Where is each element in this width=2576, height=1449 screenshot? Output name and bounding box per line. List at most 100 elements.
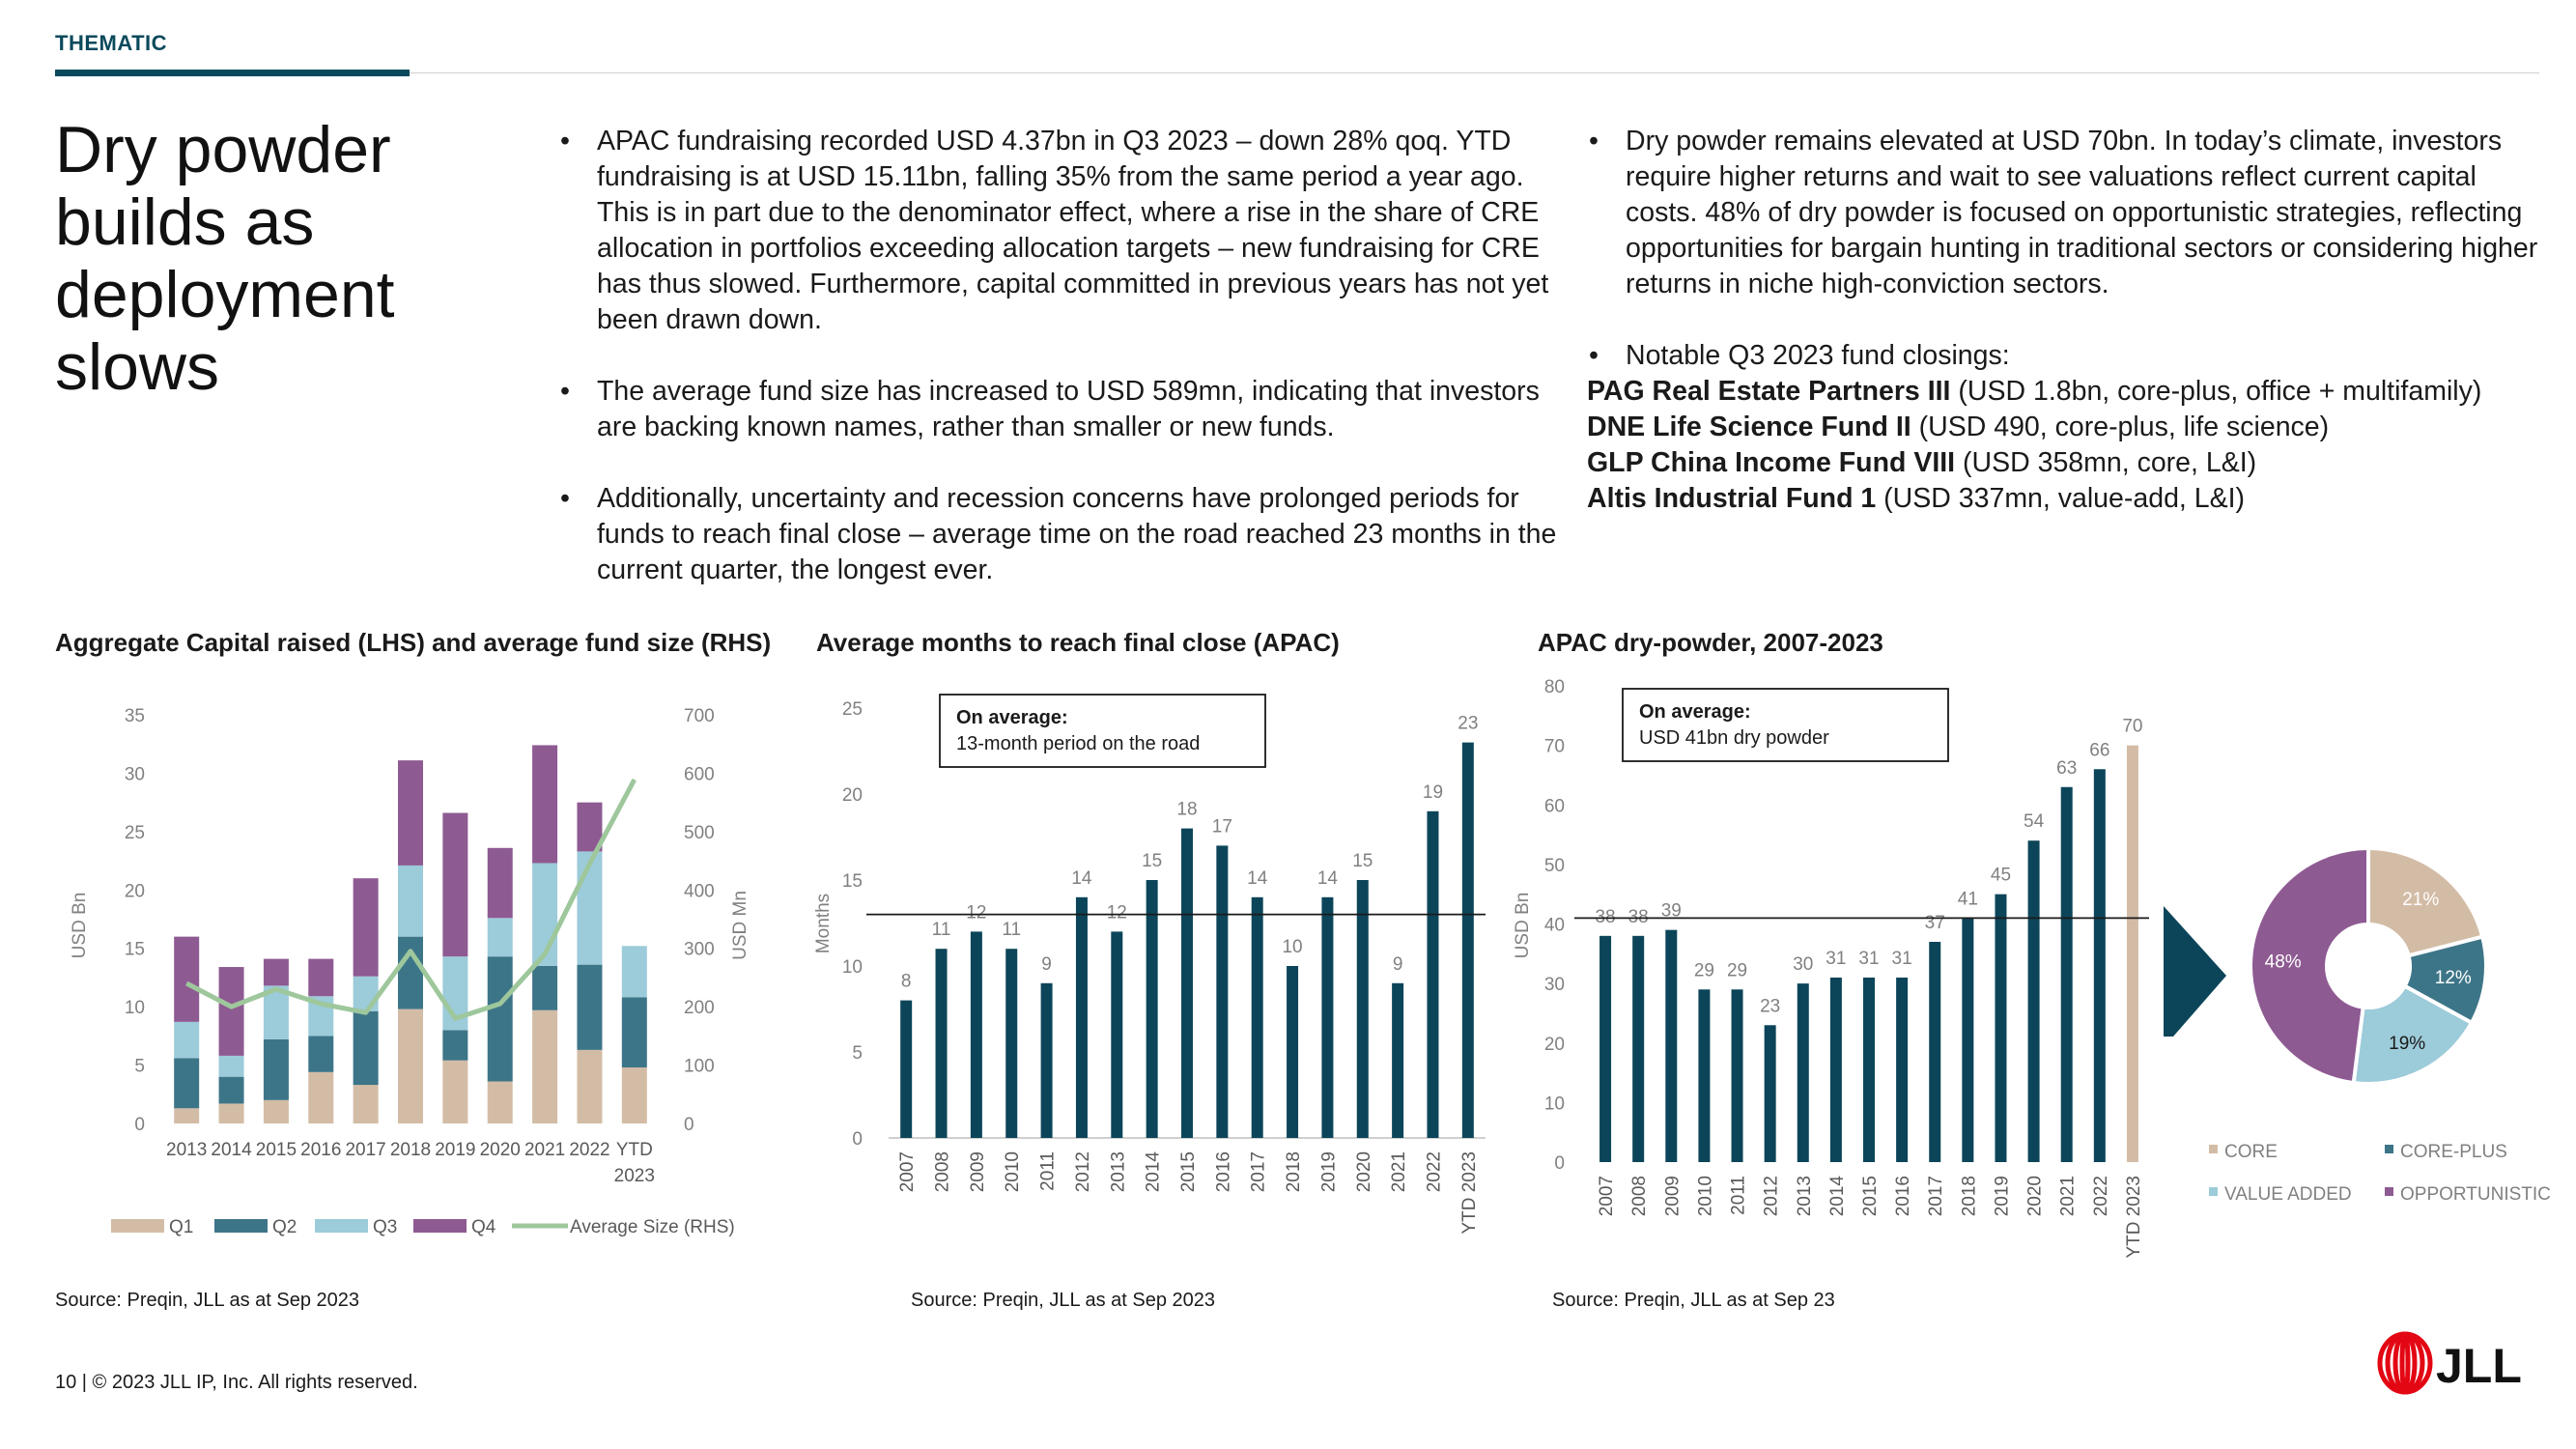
chart3-bar [1995, 894, 2007, 1162]
chart2-bar [1181, 828, 1193, 1138]
chart1-legend-label: Q3 [373, 1217, 397, 1237]
chart1-bar-q4 [398, 760, 423, 866]
chart3-x-tick: 2018 [1959, 1176, 1979, 1216]
chart1-y2-tick: 600 [684, 764, 715, 784]
chart1-bar-q3 [487, 918, 513, 957]
chart3-x-tick: 2008 [1629, 1176, 1650, 1216]
chart1-bar-q1 [353, 1085, 379, 1123]
chart1-bar-q2 [621, 997, 647, 1067]
chart3-x-tick: YTD 2023 [2124, 1176, 2144, 1259]
chart2-bar [1392, 982, 1404, 1138]
chart3-data-label: 37 [1925, 913, 1945, 933]
chart3-annotation-title: On average: [1639, 701, 1751, 723]
chart1-title: Aggregate Capital raised (LHS) and avera… [55, 628, 772, 657]
chart2-y-tick: 10 [842, 957, 863, 978]
commentary-bullet: Dry powder remains elevated at USD 70bn.… [1587, 124, 2553, 302]
chart1-bar-q4 [218, 967, 244, 1056]
chart2-data-label: 19 [1423, 782, 1443, 803]
chart3-bar [2060, 786, 2073, 1162]
chart1-x-tick: 2014 [211, 1140, 252, 1160]
chart2-x-tick: 2016 [1213, 1151, 1233, 1192]
chart1-bar-q2 [442, 1030, 468, 1061]
chart2-data-label: 10 [1282, 937, 1302, 957]
donut-legend-swatch [2385, 1145, 2393, 1153]
chart3-x-tick: 2010 [1695, 1176, 1715, 1216]
chart3-y-label: USD Bn [1513, 893, 1533, 959]
chart1-bar-q2 [532, 965, 558, 1010]
chart2-x-tick: 2021 [1389, 1151, 1409, 1192]
chart2-bar [1251, 896, 1263, 1138]
chart3-bar [1632, 935, 1645, 1162]
chart1-y-label: USD Bn [70, 893, 90, 959]
chart3-bar [1896, 977, 1909, 1162]
chart1-x-tick: 2019 [435, 1140, 475, 1160]
chart3-bar [1863, 977, 1875, 1162]
chart1-bar-q1 [532, 1009, 558, 1123]
chart1-legend-label: Average Size (RHS) [570, 1217, 735, 1237]
chart3-bar [1731, 989, 1743, 1162]
chart2-data-label: 11 [1002, 920, 1021, 940]
chart2-y-tick: 15 [842, 871, 863, 892]
footer-copyright: 10 | © 2023 JLL IP, Inc. All rights rese… [55, 1372, 418, 1393]
chart1-bar-q4 [174, 936, 200, 1022]
chart2-y-tick: 25 [842, 699, 863, 720]
chart1-bar-q1 [398, 1009, 423, 1123]
fund-closing-list: PAG Real Estate Partners III (USD 1.8bn,… [1587, 374, 2553, 517]
chart2-bar [935, 949, 948, 1138]
chart2-bar [1461, 742, 1474, 1138]
chart3-data-label: 39 [1661, 901, 1682, 922]
chart3-x-tick: 2013 [1795, 1176, 1815, 1216]
chart2-title: Average months to reach final close (APA… [816, 628, 1340, 657]
pointer-arrow [2164, 906, 2226, 1037]
chart1-x-tick: 2015 [256, 1140, 297, 1160]
chart3-bar [1829, 977, 1842, 1162]
chart3-data-label: 63 [2056, 758, 2077, 779]
chart2-x-tick: 2010 [1003, 1151, 1023, 1192]
chart3-x-tick: 2017 [1926, 1176, 1946, 1216]
page-title: Dry powder builds as deployment slows [55, 113, 395, 404]
chart1-y2-label: USD Mn [730, 891, 750, 960]
chart1-x-tick: 2018 [390, 1140, 431, 1160]
fund-closing-item: PAG Real Estate Partners III (USD 1.8bn,… [1587, 376, 2482, 407]
chart3-data-label: 29 [1694, 960, 1714, 980]
chart2-x-tick: 2007 [897, 1151, 918, 1192]
chart2-bar [1075, 896, 1088, 1138]
chart3-bar [1698, 989, 1711, 1162]
chart1-bar-q3 [621, 946, 647, 998]
chart1-bar-q4 [442, 812, 468, 957]
chart3-bar [2093, 769, 2106, 1162]
chart1-bar-q2 [487, 956, 513, 1082]
chart3-data-label: 45 [1991, 866, 2011, 886]
donut-value-label: 48% [2265, 952, 2302, 972]
chart2-bar [970, 931, 982, 1138]
chart2-bar [1427, 810, 1439, 1138]
commentary-bullet: APAC fundraising recorded USD 4.37bn in … [558, 124, 1563, 338]
commentary-bullet: Additionally, uncertainty and recession … [558, 481, 1563, 588]
chart3-x-tick: 2014 [1827, 1176, 1848, 1217]
chart3-x-tick: 2012 [1762, 1176, 1782, 1216]
chart2-x-tick: 2022 [1424, 1151, 1444, 1192]
chart2-data-label: 14 [1071, 868, 1092, 889]
donut-legend-swatch [2385, 1187, 2393, 1196]
chart1-bar-q3 [398, 865, 423, 937]
chart1-y2-tick: 100 [684, 1057, 715, 1077]
chart3-x-tick: 2016 [1893, 1176, 1913, 1216]
donut-slice-value-added [2351, 983, 2475, 1086]
donut-legend-label: CORE [2224, 1142, 2278, 1162]
chart1-bar-q1 [621, 1066, 647, 1123]
chart2-data-label: 11 [932, 920, 951, 940]
commentary-bullet: The average fund size has increased to U… [558, 374, 1563, 445]
chart3-data-label: 54 [2024, 811, 2045, 832]
donut-slice-opportunistic [2248, 845, 2370, 1086]
chart2-source: Source: Preqin, JLL as at Sep 2023 [911, 1290, 1216, 1311]
chart1-x-tick: 2017 [345, 1140, 385, 1160]
commentary-bullet: Notable Q3 2023 fund closings: [1587, 338, 2553, 374]
chart1-bar-q2 [218, 1076, 244, 1104]
fund-closing-item: GLP China Income Fund VIII (USD 358mn, c… [1587, 447, 2257, 478]
chart3-data-label: 66 [2089, 740, 2109, 760]
chart2-bar [1111, 931, 1123, 1138]
chart2-bar [900, 1000, 913, 1138]
chart1-legend-swatch [315, 1219, 368, 1233]
chart3-data-label: 41 [1958, 889, 1978, 909]
chart1-bar-q2 [577, 964, 603, 1050]
